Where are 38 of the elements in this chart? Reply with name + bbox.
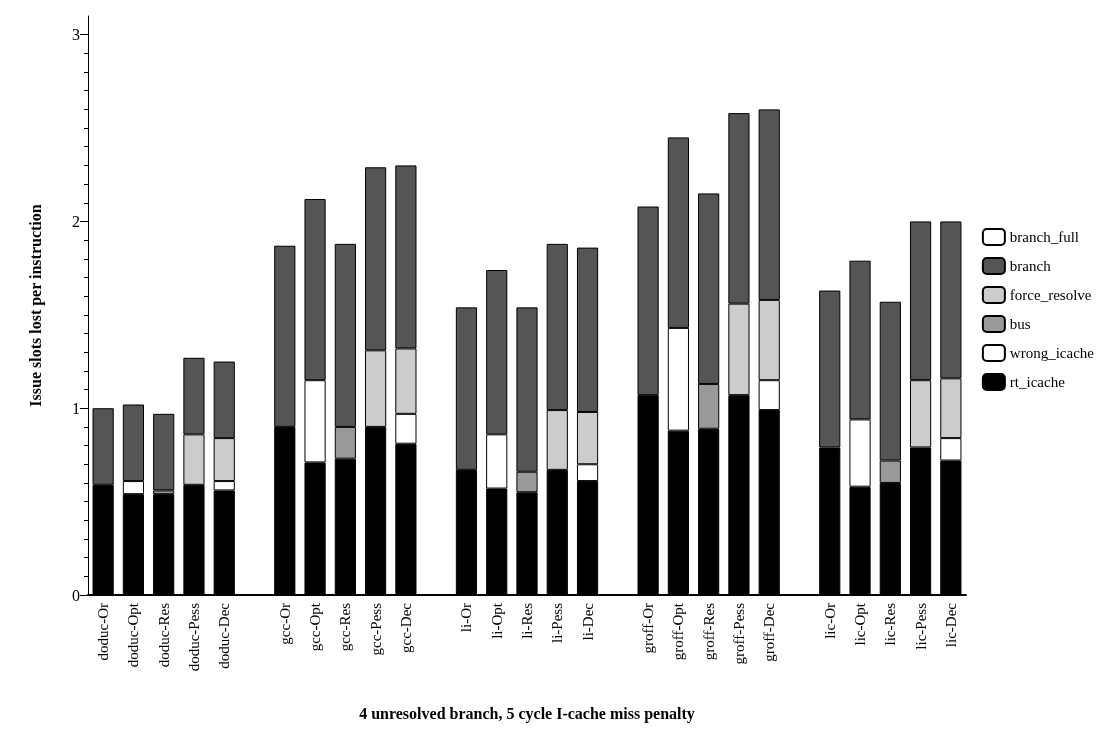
x-tick-label: li-Dec (579, 602, 596, 641)
x-tick-label: gcc-Or (276, 603, 293, 645)
x-tick-label: lic-Dec (942, 602, 959, 648)
x-tick-label: doduc-Opt (125, 602, 142, 668)
y-tick-label: 3 (72, 26, 80, 44)
x-tick-label: li-Opt (488, 602, 505, 639)
x-tick-label: lic-Or (821, 603, 838, 639)
x-tick-label: doduc-Or (95, 603, 112, 661)
x-tick-label: groff-Opt (670, 602, 687, 661)
x-tick-label: doduc-Pess (185, 602, 202, 672)
x-tick-label: gcc-Dec (397, 602, 414, 653)
x-tick-label: doduc-Dec (216, 602, 233, 669)
x-tick-label: li-Pess (549, 602, 566, 644)
legend-label: rt_icache (1009, 374, 1066, 390)
bar (153, 413, 175, 491)
x-tick-label: groff-Or (640, 603, 657, 654)
x-tick-label: lic-Pess (912, 602, 929, 650)
legend-label: branch_full (1009, 229, 1080, 245)
legend-label: branch (1009, 258, 1052, 274)
x-tick-label: li-Res (519, 602, 535, 639)
y-axis-title: Issue slots lost per instruction (26, 204, 45, 407)
x-tick-label: gcc-Opt (307, 602, 324, 652)
legend-label: wrong_icache (1009, 345, 1095, 361)
x-tick-label: lic-Opt (852, 602, 869, 646)
x-tick-label: groff-Dec (761, 602, 778, 662)
x-tick-label: doduc-Res (155, 602, 172, 668)
x-axis-title: 4 unresolved branch, 5 cycle I-cache miss penalty (359, 704, 695, 723)
legend-label: force_resolve (1009, 287, 1092, 303)
y-tick-label: 1 (72, 399, 80, 417)
x-tick-label: gcc-Pess (367, 602, 384, 656)
x-tick-label: groff-Res (700, 602, 717, 661)
x-tick-label: groff-Pess (730, 602, 747, 665)
legend-label: bus (1009, 316, 1031, 332)
y-tick-label: 2 (72, 212, 80, 230)
x-tick-label: gcc-Res (337, 602, 354, 652)
x-tick-label: lic-Res (882, 602, 899, 646)
x-tick-label: li-Or (458, 603, 475, 633)
y-tick-label: 0 (72, 586, 80, 604)
